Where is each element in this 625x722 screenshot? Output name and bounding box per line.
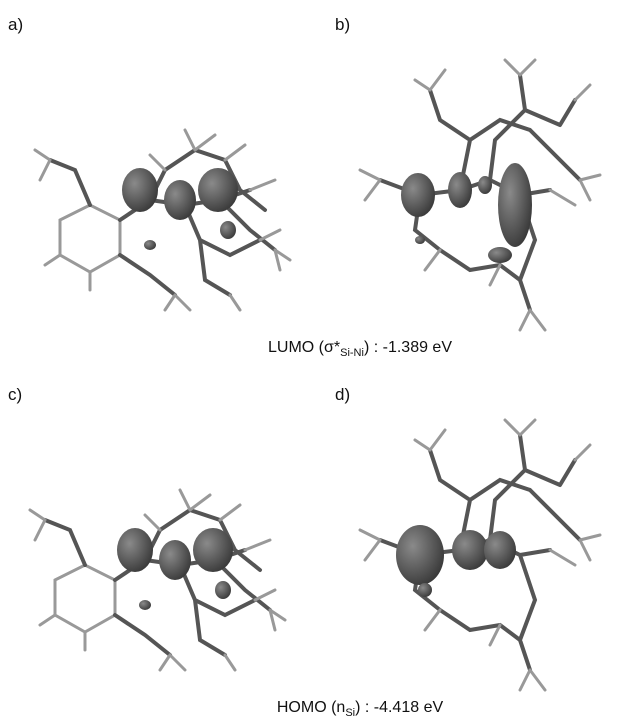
figure: a) b) c) d) LUMO (σ*Si-Ni) : -1.389 eV H…: [0, 0, 625, 722]
panel-label: a): [8, 15, 23, 34]
caption-text: ) : -4.418 eV: [355, 699, 443, 716]
panel-label: c): [8, 385, 22, 404]
molecule-render: [360, 420, 600, 690]
caption-text: HOMO (n: [277, 699, 345, 716]
caption-text: LUMO (σ*: [268, 339, 340, 356]
caption-subscript: Si: [345, 707, 355, 719]
panel-label: b): [335, 15, 350, 34]
molecule-render: [360, 60, 600, 330]
caption-text: ) : -1.389 eV: [364, 339, 452, 356]
panel-label: d): [335, 385, 350, 404]
caption: LUMO (σ*Si-Ni) : -1.389 eV: [268, 339, 452, 359]
caption: HOMO (nSi) : -4.418 eV: [277, 699, 444, 719]
molecule-render: [30, 490, 285, 670]
caption-subscript: Si-Ni: [340, 347, 364, 359]
molecule-render: [35, 130, 290, 310]
